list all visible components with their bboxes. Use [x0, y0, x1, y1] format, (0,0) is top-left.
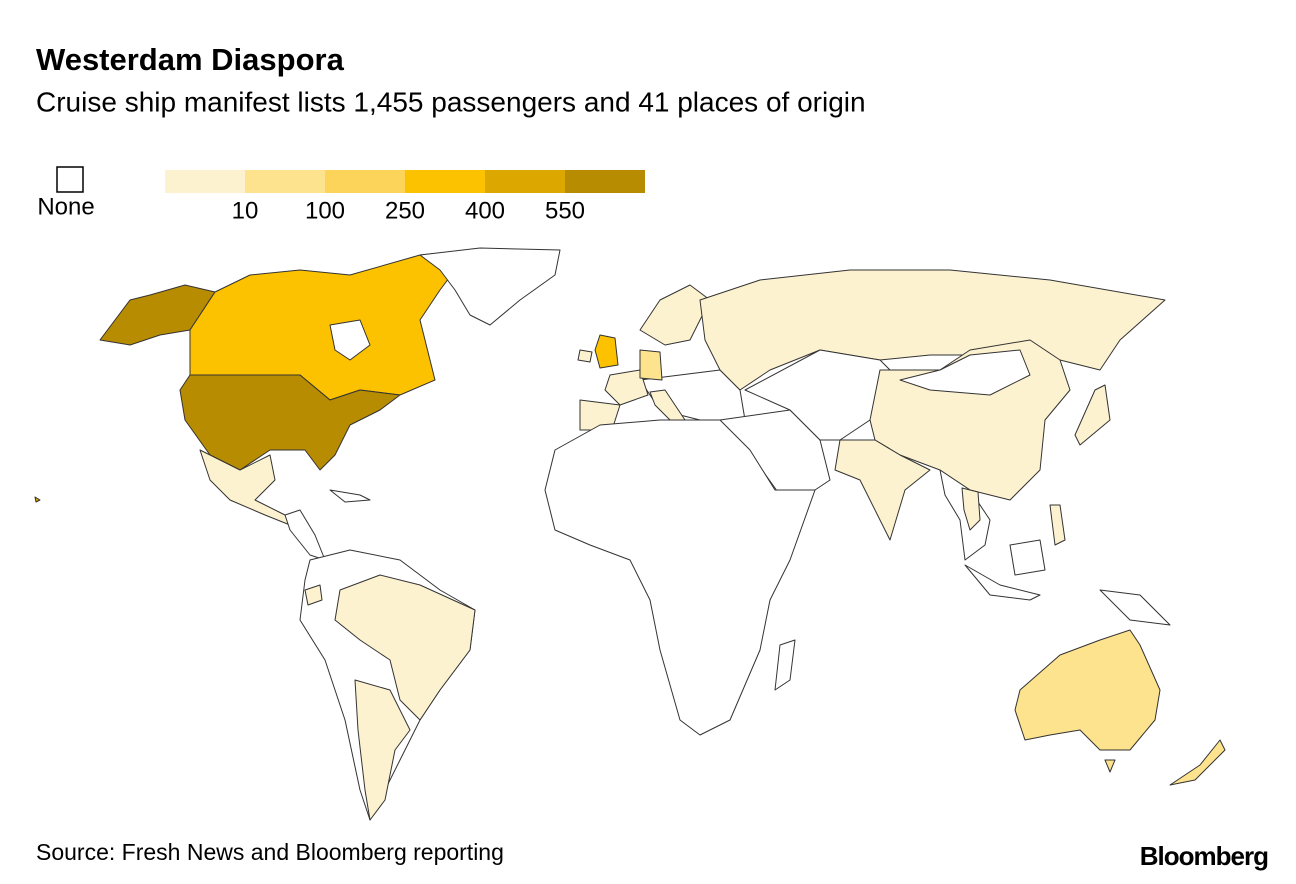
- legend-swatch: [485, 170, 565, 193]
- thailand: [961, 487, 981, 531]
- central-america: [284, 509, 326, 561]
- japan: [1074, 384, 1111, 446]
- hudson-bay: [329, 319, 371, 361]
- legend-tick-label: 400: [465, 197, 505, 224]
- legend-swatch: [325, 170, 405, 193]
- world-map: [34, 247, 1226, 821]
- philippines: [1049, 504, 1066, 546]
- madagascar: [774, 639, 796, 691]
- africa: [544, 419, 816, 736]
- usa: [179, 374, 401, 471]
- borneo: [1009, 539, 1046, 576]
- uk: [594, 334, 619, 369]
- germany: [639, 349, 663, 381]
- brazil: [334, 574, 476, 721]
- none-label: None: [37, 193, 94, 220]
- legend-swatch: [245, 170, 325, 193]
- brand-logo: Bloomberg: [1140, 841, 1268, 871]
- argentina: [354, 679, 411, 821]
- scandinavia: [639, 284, 711, 346]
- legend-tick-label: 10: [232, 197, 259, 224]
- subtitle: Cruise ship manifest lists 1,455 passeng…: [36, 86, 866, 117]
- india: [834, 439, 931, 541]
- legend-tick-label: 550: [545, 197, 585, 224]
- legend-swatch: [405, 170, 485, 193]
- source: Source: Fresh News and Bloomberg reporti…: [36, 839, 504, 865]
- hawaii: [34, 496, 41, 503]
- cuba: [329, 489, 371, 503]
- france: [604, 369, 649, 406]
- ireland: [577, 349, 593, 363]
- mongolia: [899, 349, 1031, 396]
- tasmania: [1104, 759, 1116, 773]
- legend-swatch: [165, 170, 245, 193]
- none-swatch: [56, 166, 84, 193]
- legend-tick-label: 100: [305, 197, 345, 224]
- title: Westerdam Diaspora: [36, 42, 345, 77]
- colombia-part: [304, 584, 323, 606]
- legend-tick-label: 250: [385, 197, 425, 224]
- greenland: [419, 247, 561, 326]
- legend: 10 100 250 400 550: [165, 170, 645, 224]
- new-guinea: [1099, 589, 1171, 626]
- australia: [1014, 629, 1161, 751]
- indonesia-west: [964, 564, 1041, 601]
- legend-swatch: [565, 170, 645, 193]
- new-zealand: [1169, 739, 1226, 786]
